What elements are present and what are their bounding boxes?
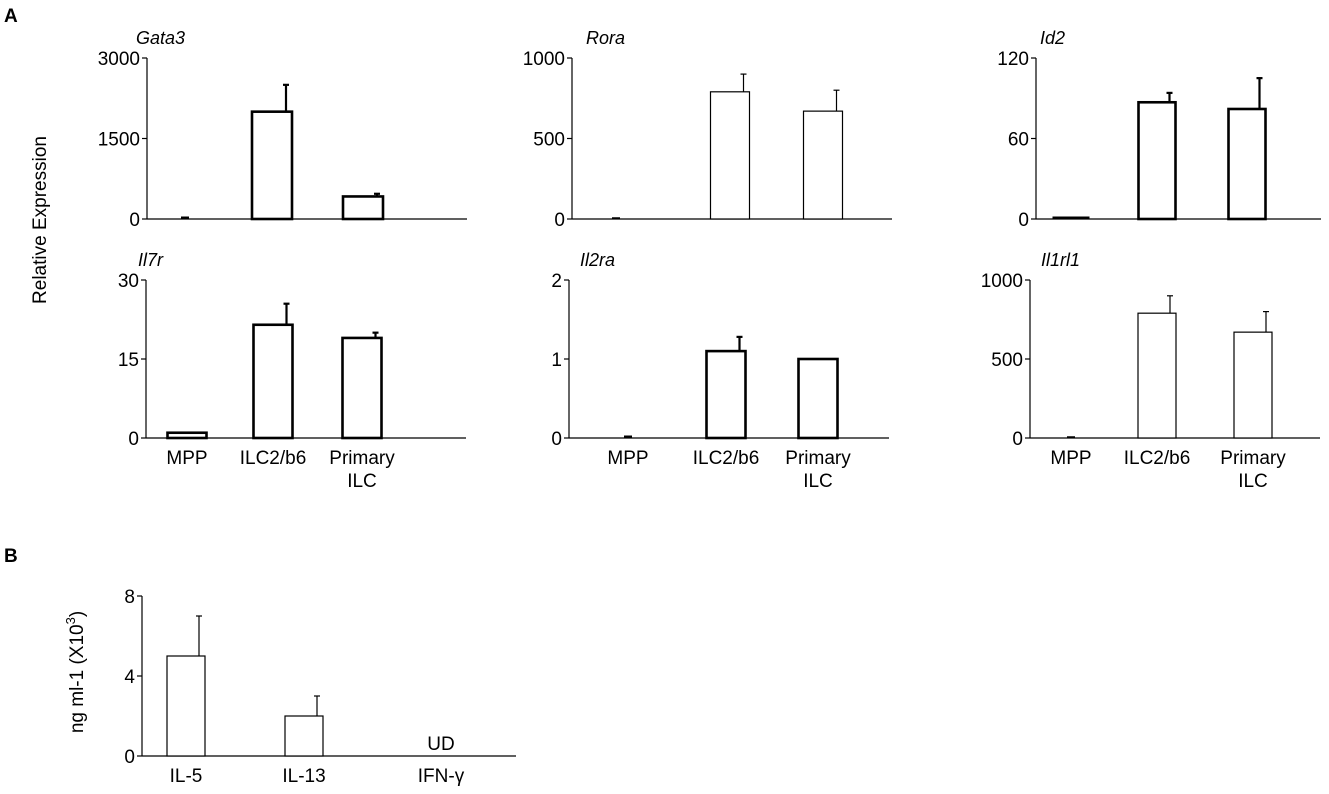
y-tick-label: 120 — [997, 49, 1029, 70]
y-tick-label: 0 — [124, 747, 135, 768]
chart-title: Il7r — [138, 250, 164, 270]
chart-3: 0 60 120 Id2 — [997, 28, 1321, 231]
y-tick-label: 1500 — [98, 130, 140, 151]
y-tick-label: 0 — [128, 429, 139, 450]
y-tick-label: 0 — [551, 429, 562, 450]
x-tick-label: ILC2/b6 — [693, 448, 760, 469]
bar-annotation: UD — [427, 734, 454, 755]
y-tick-label: 500 — [533, 130, 565, 151]
bar — [1227, 107, 1267, 221]
y-tick-label: 60 — [1008, 130, 1029, 151]
panel-b-letter: B — [4, 546, 18, 567]
y-tick-label: 3000 — [98, 49, 140, 70]
chart-title: Il1rl1 — [1041, 250, 1080, 270]
bar — [709, 91, 751, 220]
bar — [1233, 331, 1273, 439]
x-tick-label: IL-5 — [170, 766, 203, 787]
panel-a-letter: A — [4, 6, 18, 27]
chart-6: 0 500 1000 Il1rl1 MPP ILC2/b6 Primary ILC — [981, 250, 1320, 492]
y-tick-label: 0 — [129, 210, 140, 231]
y-tick-label: 0 — [1012, 429, 1023, 450]
x-tick-label: Primary ILC — [1220, 448, 1286, 492]
chart-7: 0 4 8 UD IL-5 IL-13 IFN-γ — [124, 587, 516, 787]
x-tick-label: Primary ILC — [785, 448, 851, 492]
y-tick-label: 2 — [551, 271, 562, 292]
x-tick-label: MPP — [607, 448, 648, 469]
bar — [1137, 312, 1177, 439]
bar — [252, 323, 294, 440]
panel-b-y-axis-label-exponent: 3 — [63, 617, 78, 624]
chart-title: Rora — [586, 28, 625, 48]
x-tick-label: ILC2/b6 — [240, 448, 307, 469]
chart-title: Gata3 — [136, 28, 185, 48]
charts-group: 015003000Gata305001000Rora060120Id201530… — [98, 28, 1321, 787]
bar — [284, 715, 324, 757]
bar — [250, 110, 294, 221]
chart-5: 0 1 2 Il2ra MPP ILC2/b6 Primary ILC — [551, 250, 889, 492]
panel-b-y-axis-label: ng ml-1 (X103) — [63, 611, 88, 733]
x-tick-label: MPP — [1050, 448, 1091, 469]
panel-b-y-axis-label-main: ng ml-1 (X10 — [67, 624, 88, 733]
y-tick-label: 15 — [118, 350, 139, 371]
bar — [341, 195, 385, 221]
y-tick-label: 0 — [1018, 210, 1029, 231]
y-tick-label: 500 — [991, 350, 1023, 371]
bar — [166, 655, 206, 757]
x-tick-label: MPP — [166, 448, 207, 469]
x-tick-label: IL-13 — [282, 766, 325, 787]
bar — [802, 110, 844, 220]
chart-2: 0 500 1000 Rora — [523, 28, 892, 231]
chart-title: Id2 — [1040, 28, 1065, 48]
bar — [1137, 100, 1177, 221]
bar — [341, 336, 383, 440]
bar — [797, 357, 839, 440]
bar — [166, 431, 208, 440]
y-tick-label: 30 — [118, 271, 139, 292]
y-tick-label: 8 — [124, 587, 135, 608]
y-tick-label: 1 — [551, 350, 562, 371]
x-tick-label: IFN-γ — [418, 766, 465, 787]
bar — [705, 349, 747, 440]
chart-title: Il2ra — [580, 250, 615, 270]
y-tick-label: 0 — [554, 210, 565, 231]
panel-a-y-axis-label: Relative Expression — [30, 136, 51, 304]
x-tick-label: Primary ILC — [329, 448, 395, 492]
y-tick-label: 4 — [124, 667, 135, 688]
y-tick-label: 1000 — [981, 271, 1023, 292]
y-tick-label: 1000 — [523, 49, 565, 70]
x-tick-label: ILC2/b6 — [1124, 448, 1191, 469]
panel-b-y-axis-label-end: ) — [67, 611, 88, 617]
